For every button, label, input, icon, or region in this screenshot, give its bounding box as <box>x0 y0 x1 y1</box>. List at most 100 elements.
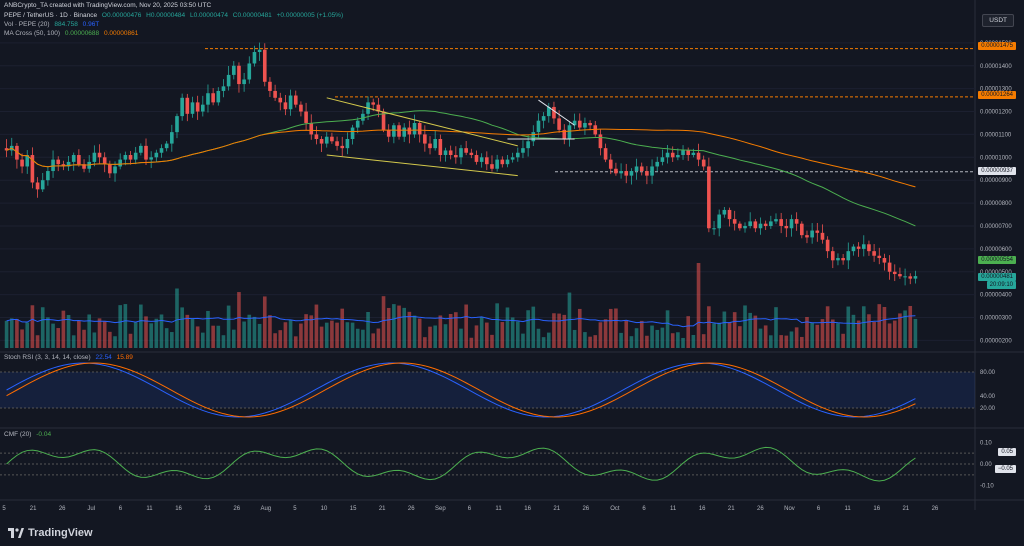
volume-bar <box>464 304 468 348</box>
volume-bar <box>423 337 427 348</box>
price-tick-label: 0.00000200 <box>980 338 1012 344</box>
candle-body <box>190 102 195 114</box>
volume-bar <box>77 320 81 348</box>
candle-body <box>619 171 623 174</box>
tradingview-icon <box>8 528 24 538</box>
candle-body <box>758 223 763 229</box>
volume-bar <box>763 325 768 348</box>
candle-body <box>645 171 649 176</box>
volume-bar <box>56 328 61 348</box>
volume-bar <box>231 329 236 348</box>
time-tick-label: 5 <box>293 506 297 512</box>
candle-body <box>355 120 360 128</box>
candle-body <box>789 219 794 229</box>
volume-bar <box>252 316 257 348</box>
candle-body <box>572 120 577 126</box>
volume-bar <box>9 318 14 348</box>
volume-bar <box>510 317 515 348</box>
volume-legend[interactable]: Vol · PEPE (20) 884.758 0.96T <box>4 21 102 29</box>
volume-bar <box>175 288 179 348</box>
volume-bar <box>46 317 50 348</box>
volume-bar <box>588 336 592 348</box>
candle-body <box>376 104 381 112</box>
candle-body <box>51 159 55 172</box>
volume-bar <box>443 324 448 348</box>
volume-bar <box>438 315 443 348</box>
candle-body <box>660 157 665 162</box>
candle-body <box>428 143 432 149</box>
candle-body <box>386 129 391 137</box>
candle-body <box>180 97 184 117</box>
candle-body <box>231 65 236 75</box>
time-tick-label: 15 <box>350 506 357 512</box>
rsi-k-line <box>6 362 916 418</box>
volume-bar <box>629 336 634 348</box>
volume-bar <box>376 328 381 348</box>
volume-bar <box>350 322 355 348</box>
volume-bar <box>645 335 649 348</box>
candle-body <box>856 246 861 249</box>
time-tick-label: 26 <box>582 506 589 512</box>
candle-body <box>908 276 913 279</box>
flag-upper-line <box>538 99 575 126</box>
candle-body <box>805 235 809 238</box>
candle-body <box>820 232 825 240</box>
candle-body <box>97 152 102 158</box>
price-tick-label: 0.00001200 <box>980 110 1012 116</box>
time-axis[interactable]: 5 21 26 Jul 6 11 16 21 26 Aug 5 10 15 21 26 Sep 6 11 16 21 2… <box>2 506 939 512</box>
candle-body <box>846 251 851 261</box>
candle-body <box>701 159 706 167</box>
time-tick-label: 11 <box>670 506 677 512</box>
time-tick-label: 21 <box>204 506 211 512</box>
volume-bar <box>247 314 252 348</box>
volume-bar <box>324 322 329 348</box>
time-tick-label: 21 <box>902 506 909 512</box>
volume-bar <box>195 326 200 348</box>
candle-body <box>681 150 685 156</box>
price-tick-label: 0.00000300 <box>980 316 1012 322</box>
candle-body <box>500 159 505 165</box>
candle-body <box>309 122 314 135</box>
volume-bar <box>448 313 453 348</box>
volume-bar <box>355 328 360 348</box>
volume-bar <box>526 310 530 348</box>
candle-body <box>536 120 541 133</box>
volume-bar <box>577 308 582 348</box>
main-legend[interactable]: PEPE / TetherUS · 1D · Binance O0.000004… <box>4 12 346 20</box>
symbol-label[interactable]: PEPE / TetherUS · 1D · Binance <box>4 12 98 19</box>
low-value: L0.00000474 <box>189 12 228 19</box>
candle-body <box>139 145 143 153</box>
volume-bar <box>87 314 92 348</box>
volume-bar <box>769 335 773 348</box>
price-axis[interactable]: 0.000015000.000014000.000013000.00001200… <box>980 41 1012 490</box>
volume-bar <box>293 336 298 348</box>
volume-bar <box>386 307 391 348</box>
rsi-legend[interactable]: Stoch RSI (3, 3, 14, 14, close) 22.54 15… <box>4 354 136 362</box>
candle-body <box>748 221 752 226</box>
volume-bar <box>61 310 66 348</box>
candle-body <box>335 141 339 146</box>
rsi-tick-label: 20.00 <box>980 406 996 412</box>
volume-bar <box>800 336 804 348</box>
volume-bar <box>861 306 866 348</box>
time-tick-label: 6 <box>119 506 123 512</box>
candle-body <box>257 49 262 53</box>
ma-legend[interactable]: MA Cross (50, 100) 0.00000688 0.00000861 <box>4 30 141 38</box>
volume-bar <box>908 305 913 348</box>
candle-body <box>531 132 536 142</box>
cmf-legend[interactable]: CMF (20) -0.04 <box>4 431 54 439</box>
volume-bar <box>686 316 691 348</box>
candle-body <box>268 81 272 91</box>
volume-bar <box>738 326 742 348</box>
volume-bar <box>898 313 902 348</box>
volume-bar <box>722 311 727 348</box>
volume-bar <box>454 312 458 348</box>
candle-body <box>650 166 654 176</box>
candle-body <box>288 95 293 110</box>
volume-bar <box>226 305 231 348</box>
candle-body <box>164 143 169 149</box>
currency-button[interactable]: USDT <box>982 14 1014 27</box>
volume-bar <box>283 322 288 348</box>
volume-bar <box>433 325 437 348</box>
volume-bar <box>108 331 112 348</box>
